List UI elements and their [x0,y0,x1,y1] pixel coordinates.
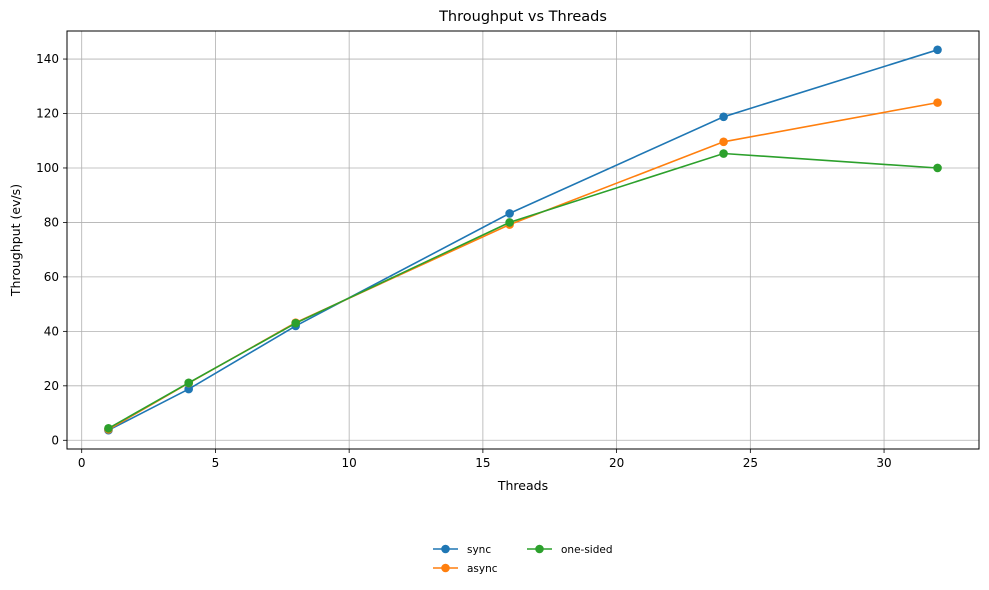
series-group [104,45,942,435]
series-line [108,49,938,431]
y-axis-ticks: 0 20 40 60 80 100 120 140 [36,52,67,447]
series-one-sided [104,149,942,433]
data-point [933,163,942,173]
legend-marker [441,544,450,554]
y-tick-label: 100 [36,161,59,175]
data-point [719,149,728,158]
legend-marker [441,563,450,573]
x-tick-label: 0 [78,456,86,470]
x-tick-label: 20 [609,456,624,470]
x-tick-label: 10 [342,456,357,470]
y-tick-label: 80 [44,215,59,229]
x-tick-label: 5 [212,456,220,470]
x-axis-ticks: 0 5 10 15 20 25 30 [78,449,892,470]
legend-label: one-sided [561,544,613,556]
x-tick-label: 25 [743,456,758,470]
plot-area [66,30,980,450]
series-line [108,101,938,431]
data-point [291,318,300,328]
x-axis-label: Threads [497,478,548,493]
data-point [933,98,942,107]
legend-item: one-sided [527,544,613,556]
data-point [933,45,942,55]
x-tick-label: 30 [876,456,891,470]
series-line [108,152,938,429]
series-async [104,98,942,434]
data-point [719,112,728,122]
legend-marker [535,544,544,554]
grid [67,31,979,449]
chart-title: Throughput vs Threads [438,9,607,25]
y-tick-label: 40 [44,324,59,338]
series-sync [104,45,942,435]
data-point [505,209,514,218]
y-tick-label: 20 [44,379,59,393]
x-tick-label: 15 [475,456,490,470]
y-axis-label: Throughput (ev/s) [8,184,23,297]
data-point [505,218,514,227]
data-point [184,378,193,388]
data-point [719,137,728,147]
legend-label: async [467,563,498,575]
legend-item: async [433,563,498,575]
legend-item: sync [433,544,491,556]
y-tick-label: 60 [44,270,59,284]
data-point [184,384,193,394]
legend-label: sync [467,544,491,556]
y-tick-label: 140 [36,52,59,66]
data-point [104,424,113,433]
y-tick-label: 120 [36,107,59,121]
y-tick-label: 0 [51,433,59,447]
legend: sync async one-sided [433,544,613,575]
